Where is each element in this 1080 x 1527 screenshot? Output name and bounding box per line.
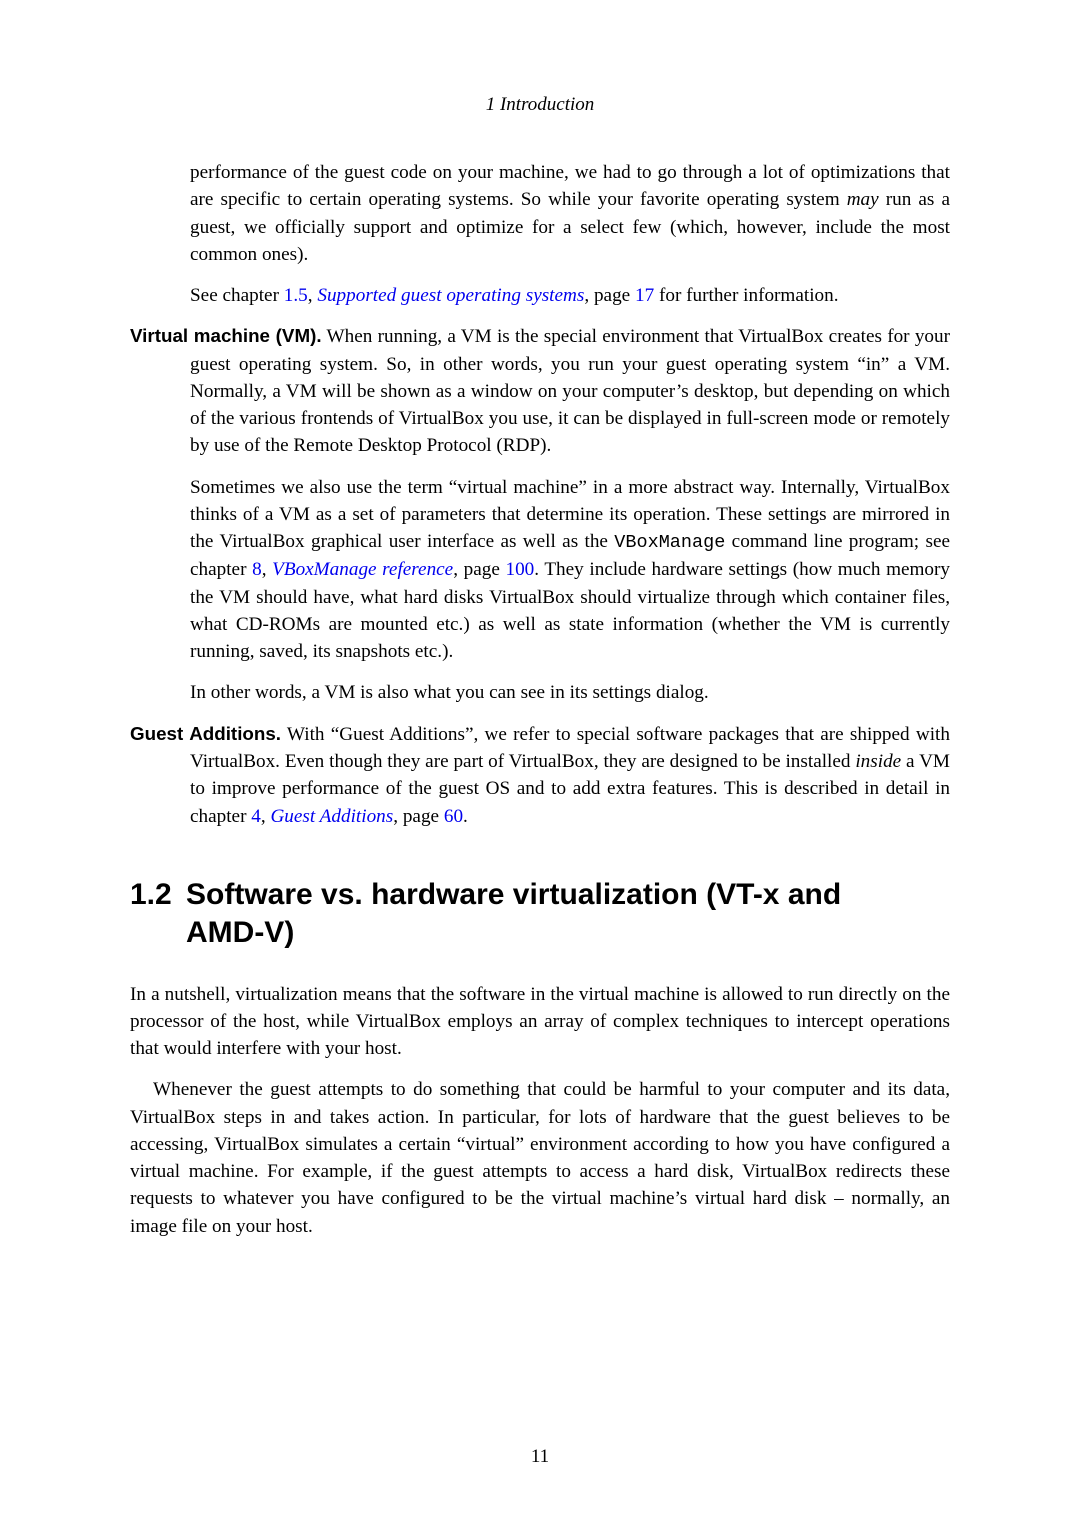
- link-guest-additions[interactable]: Guest Additions: [270, 806, 393, 827]
- emphasis-may: may: [847, 189, 879, 210]
- para-see-chapter-1-5: See chapter 1.5, Supported guest operati…: [190, 282, 950, 309]
- para-vm-abstract: Sometimes we also use the term “virtual …: [190, 474, 950, 666]
- link-page-17[interactable]: 17: [635, 285, 654, 306]
- text: .: [463, 806, 468, 827]
- text: , page: [584, 285, 635, 306]
- para-s12-1: In a nutshell, virtualization means that…: [130, 981, 950, 1063]
- text: performance of the guest code on your ma…: [190, 162, 950, 210]
- para-s12-2: Whenever the guest attempts to do someth…: [130, 1076, 950, 1240]
- text: With “Guest Additions”, we refer to spec…: [190, 724, 950, 772]
- emphasis-inside: inside: [855, 751, 901, 772]
- link-page-60[interactable]: 60: [444, 806, 463, 827]
- code-vboxmanage: VBoxManage: [614, 532, 725, 553]
- link-supported-guest-os[interactable]: Supported guest operating systems: [317, 285, 584, 306]
- para-vm-settings-dialog: In other words, a VM is also what you ca…: [190, 679, 950, 706]
- text: ,: [262, 559, 272, 580]
- term-guest-additions: Guest Additions.: [130, 723, 281, 744]
- definition-virtual-machine: Virtual machine (VM). When running, a VM…: [190, 323, 950, 459]
- section-title-line-2: AMD-V): [186, 914, 950, 952]
- text: , page: [453, 559, 505, 580]
- section-number: 1.2: [130, 876, 186, 914]
- text: , page: [393, 806, 444, 827]
- text: See chapter: [190, 285, 284, 306]
- page: 1 Introduction performance of the guest …: [0, 0, 1080, 1527]
- page-number: 11: [0, 1444, 1080, 1471]
- link-vboxmanage-reference[interactable]: VBoxManage reference: [272, 559, 453, 580]
- text: ,: [308, 285, 318, 306]
- section-heading-1-2: 1.2Software vs. hardware virtualization …: [130, 876, 950, 953]
- definition-guest-additions: Guest Additions. With “Guest Additions”,…: [190, 721, 950, 830]
- para-guest-os-continued: performance of the guest code on your ma…: [190, 159, 950, 268]
- running-header: 1 Introduction: [130, 92, 950, 119]
- link-chapter-4[interactable]: 4: [251, 806, 261, 827]
- link-chapter-8[interactable]: 8: [252, 559, 262, 580]
- section-title-line-1: Software vs. hardware virtualization (VT…: [186, 878, 841, 911]
- text: ,: [261, 806, 271, 827]
- text: for further information.: [654, 285, 838, 306]
- link-page-100[interactable]: 100: [505, 559, 534, 580]
- link-chapter-1-5[interactable]: 1.5: [284, 285, 308, 306]
- term-virtual-machine: Virtual machine (VM).: [130, 325, 322, 346]
